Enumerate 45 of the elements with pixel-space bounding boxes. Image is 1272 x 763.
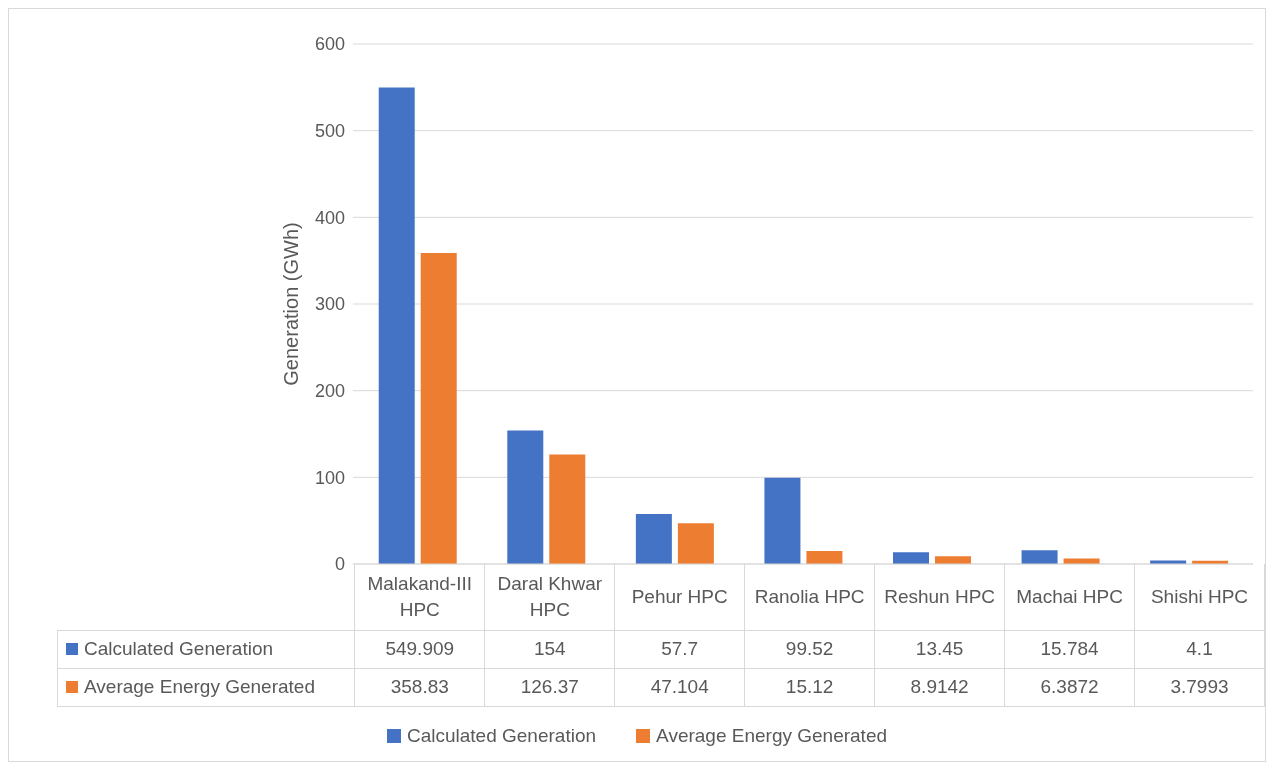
y-tick-label: 0 bbox=[334, 554, 345, 575]
data-label: 154 bbox=[484, 630, 615, 668]
x-tick-label: Shishi HPC bbox=[1134, 564, 1265, 630]
bar bbox=[420, 253, 457, 564]
y-tick-label: 500 bbox=[314, 121, 345, 142]
data-label: 15.784 bbox=[1004, 630, 1135, 668]
x-tick-label: Pehur HPC bbox=[614, 564, 745, 630]
x-tick-label: Malakand-III HPC bbox=[354, 564, 485, 630]
text: Average Energy Generated bbox=[656, 725, 888, 746]
y-tick-label: 600 bbox=[314, 34, 345, 55]
x-tick-label: Machai HPC bbox=[1004, 564, 1135, 630]
data-label: 6.3872 bbox=[1004, 668, 1135, 706]
legend-label: Average Energy Generated bbox=[57, 668, 355, 706]
bar bbox=[677, 523, 714, 564]
data-label: 358.83 bbox=[354, 668, 485, 706]
bar bbox=[764, 477, 801, 564]
data-label: 99.52 bbox=[744, 630, 875, 668]
data-label: 15.12 bbox=[744, 668, 875, 706]
data-label: 549.909 bbox=[354, 630, 485, 668]
x-tick-label: Reshun HPC bbox=[874, 564, 1005, 630]
bar bbox=[378, 87, 415, 564]
data-label: 47.104 bbox=[614, 668, 745, 706]
y-tick-label: 200 bbox=[314, 381, 345, 402]
bar bbox=[635, 513, 672, 564]
text: Calculated Generation bbox=[406, 725, 597, 746]
y-tick-label: 100 bbox=[314, 467, 345, 488]
x-tick-label: Ranolia HPC bbox=[744, 564, 875, 630]
bar bbox=[935, 556, 971, 564]
data-label: 126.37 bbox=[484, 668, 615, 706]
data-label: 13.45 bbox=[874, 630, 1005, 668]
data-label: 57.7 bbox=[614, 630, 745, 668]
bar bbox=[549, 454, 586, 564]
bar bbox=[893, 552, 929, 564]
bar bbox=[1021, 550, 1058, 564]
y-tick-label: 400 bbox=[314, 207, 345, 228]
bar bbox=[806, 550, 843, 564]
y-axis-title: Generation (GWh) bbox=[280, 222, 303, 386]
data-label: 4.1 bbox=[1134, 630, 1265, 668]
x-tick-label: Daral Khwar HPC bbox=[484, 564, 615, 630]
data-label: 8.9142 bbox=[874, 668, 1005, 706]
bar bbox=[507, 430, 544, 564]
bar bbox=[1063, 558, 1100, 564]
legend-label: Calculated Generation bbox=[57, 630, 355, 668]
y-tick-label: 300 bbox=[314, 294, 345, 315]
data-label: 3.7993 bbox=[1134, 668, 1265, 706]
